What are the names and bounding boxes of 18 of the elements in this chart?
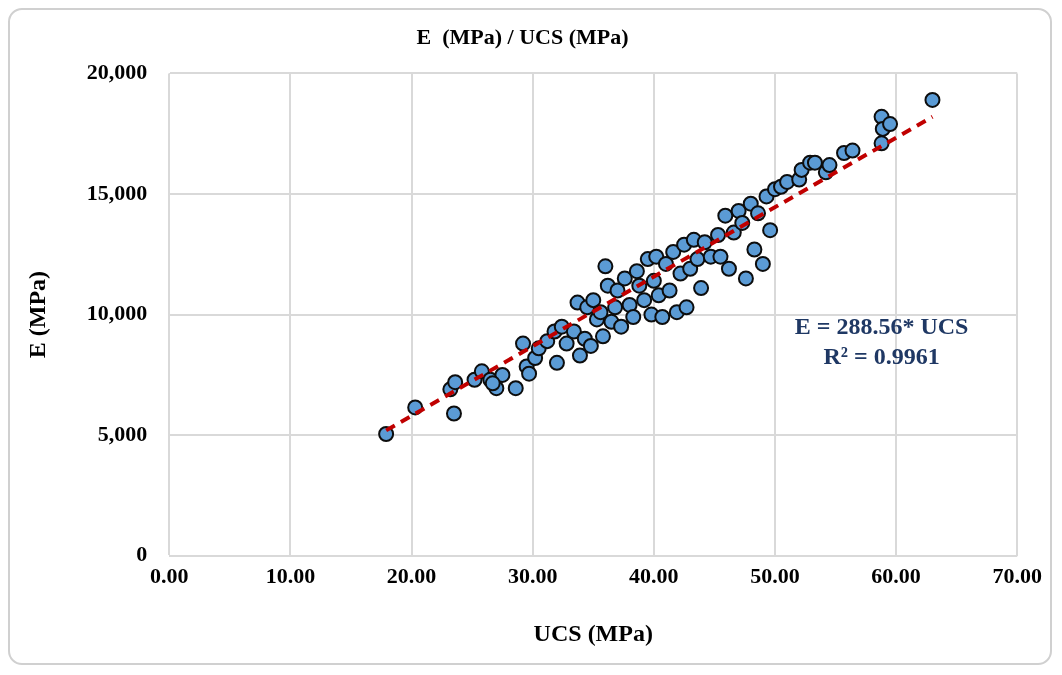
x-tick-label: 60.00	[871, 562, 921, 588]
annotation: R² = 0.9961	[823, 342, 940, 369]
x-tick-label: 0.00	[150, 562, 189, 588]
x-tick-label: 10.00	[265, 562, 316, 588]
y-tick-label: 5,000	[97, 420, 148, 446]
y-tick-label: 0	[136, 541, 148, 567]
y-tick-label: 10,000	[86, 300, 148, 326]
x-tick-label: 70.00	[992, 562, 1042, 588]
annotation: E = 288.56* UCS	[794, 312, 969, 339]
y-tick-label: 15,000	[86, 179, 148, 205]
x-tick-label: 20.00	[386, 562, 437, 588]
x-tick-label: 40.00	[629, 562, 679, 588]
y-axis-title: E (MPa)	[23, 270, 50, 359]
x-axis-title: UCS (MPa)	[533, 619, 653, 646]
x-tick-label: 30.00	[507, 562, 558, 588]
x-tick-label: 50.00	[750, 562, 800, 588]
y-tick-label: 20,000	[86, 59, 148, 85]
chart-title: E (MPa) / UCS (MPa)	[416, 23, 629, 49]
